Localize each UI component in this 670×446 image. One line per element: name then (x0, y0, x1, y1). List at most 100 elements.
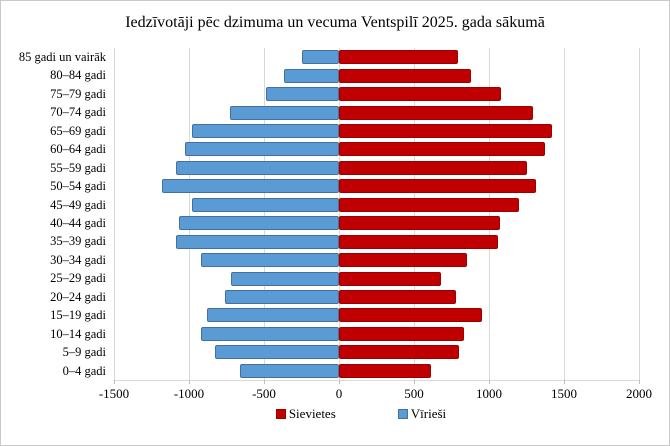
bar-row (114, 48, 639, 66)
x-axis-tick-label: 1500 (551, 386, 577, 401)
y-axis-label: 30–34 gadi (50, 252, 106, 267)
male-bar (229, 105, 339, 120)
gridline (189, 48, 190, 380)
axis-tick-mark (489, 380, 490, 384)
male-bar (192, 123, 339, 138)
y-axis-labels: 85 gadi un vairāk 80–84 gadi 75–79 gadi 70–… (1, 48, 106, 380)
gridline (414, 48, 415, 380)
y-axis-label: 65–69 gadi (50, 123, 106, 138)
bar-row (114, 214, 639, 232)
gridline (564, 48, 565, 380)
legend-label-sievietes: Sievietes (288, 406, 336, 421)
bar-row (114, 232, 639, 250)
y-axis-label: 55–59 gadi (50, 160, 106, 175)
y-axis-label: 5–9 gadi (62, 345, 106, 360)
female-bar (339, 50, 458, 65)
bar-row (114, 325, 639, 343)
male-bar (207, 308, 339, 323)
y-axis-label: 80–84 gadi (50, 68, 106, 83)
gridline (489, 48, 490, 380)
male-bar (283, 68, 339, 83)
y-axis-label: 70–74 gadi (50, 105, 106, 120)
male-bar (201, 253, 339, 268)
bar-row (114, 306, 639, 324)
male-bar (178, 216, 339, 231)
bar-row (114, 177, 639, 195)
female-bar (339, 326, 464, 341)
x-axis-tick-label: -1500 (98, 386, 130, 401)
bar-row (114, 196, 639, 214)
axis-tick-mark (564, 380, 565, 384)
male-bar (162, 179, 339, 194)
bar-row (114, 288, 639, 306)
male-bar (265, 87, 339, 102)
plot-area (114, 48, 640, 381)
y-axis-label: 50–54 gadi (50, 179, 106, 194)
female-bar (339, 345, 459, 360)
bar-row (114, 362, 639, 380)
y-axis-label: 0–4 gadi (62, 363, 106, 378)
male-bar (231, 271, 339, 286)
bar-row (114, 122, 639, 140)
bar-row (114, 343, 639, 361)
y-axis-label: 35–39 gadi (50, 234, 106, 249)
x-axis-tick-label: 500 (404, 386, 424, 401)
female-bar (339, 123, 552, 138)
legend-swatch-viriesi-icon (397, 409, 408, 419)
x-axis-tick-label: 0 (335, 386, 343, 401)
female-bar (339, 179, 536, 194)
gridline (264, 48, 265, 380)
y-axis-label: 20–24 gadi (50, 289, 106, 304)
axis-tick-mark (114, 380, 115, 384)
female-bar (339, 289, 456, 304)
male-bar (175, 234, 339, 249)
female-bar (339, 271, 441, 286)
y-axis-label: 10–14 gadi (50, 326, 106, 341)
male-bar (175, 160, 339, 175)
y-axis-label: 15–19 gadi (50, 308, 106, 323)
female-bar (339, 308, 482, 323)
x-axis: -1500 -1000 -500 0 500 1000 1500 2000 (99, 380, 652, 402)
legend: Sievietes Vīrieši (1, 406, 669, 422)
bar-row (114, 85, 639, 103)
male-bar (301, 50, 339, 65)
x-axis-tick-label: 2000 (626, 386, 652, 401)
female-bar (339, 197, 519, 212)
x-axis-tick-label: 1000 (476, 386, 502, 401)
x-axis-tick-label: -500 (252, 386, 276, 401)
y-axis-label: 85 gadi un vairāk (18, 50, 106, 64)
bar-row (114, 269, 639, 287)
male-bar (240, 363, 339, 378)
axis-tick-mark (339, 380, 340, 384)
axis-tick-mark (189, 380, 190, 384)
female-bar (339, 142, 545, 157)
female-bar (339, 68, 471, 83)
female-bar (339, 87, 501, 102)
male-bar (214, 345, 339, 360)
female-bar (339, 234, 498, 249)
bar-row (114, 140, 639, 158)
gridline (114, 48, 115, 380)
legend-item-sievietes: Sievietes (275, 406, 336, 422)
female-bar (339, 160, 527, 175)
y-axis-label: 75–79 gadi (50, 86, 106, 101)
bar-row (114, 66, 639, 84)
male-bar (184, 142, 339, 157)
bar-row (114, 251, 639, 269)
female-bar (339, 216, 500, 231)
male-bar (225, 289, 339, 304)
female-bar (339, 253, 467, 268)
gridline (339, 48, 340, 380)
axis-tick-mark (264, 380, 265, 384)
y-axis-label: 45–49 gadi (50, 197, 106, 212)
bar-row (114, 159, 639, 177)
y-axis-label: 25–29 gadi (50, 271, 106, 286)
bar-row (114, 103, 639, 121)
gridline (639, 48, 640, 380)
male-bar (192, 197, 339, 212)
axis-tick-mark (639, 380, 640, 384)
axis-tick-mark (414, 380, 415, 384)
legend-item-viriesi: Vīrieši (397, 406, 446, 422)
male-bar (201, 326, 339, 341)
